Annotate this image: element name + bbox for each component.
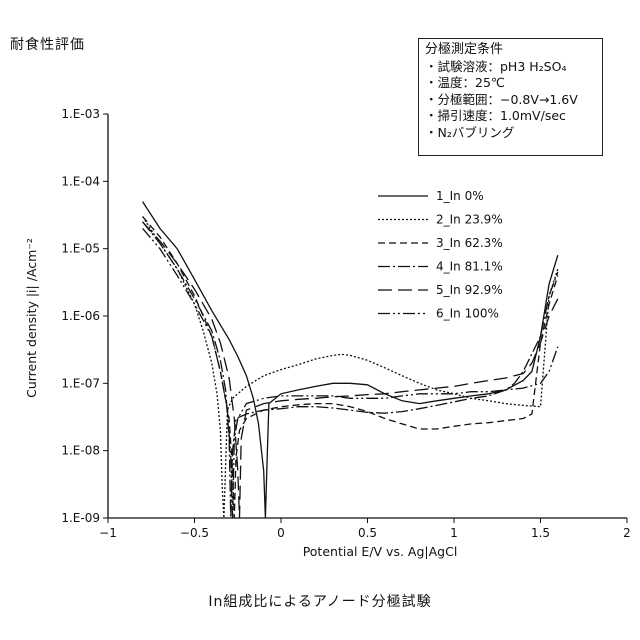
- x-axis-label: Potential E/V vs. Ag|AgCl: [303, 544, 458, 559]
- y-tick-label: 1.E-07: [61, 376, 100, 390]
- x-tick-label: −1: [99, 526, 117, 540]
- x-tick-label: 0: [277, 526, 285, 540]
- y-tick-label: 1.E-08: [61, 444, 100, 458]
- x-tick-label: 2: [623, 526, 631, 540]
- legend-label-1: 1_In 0%: [436, 189, 484, 203]
- y-tick-label: 1.E-04: [61, 174, 100, 188]
- legend-label-6: 6_In 100%: [436, 307, 499, 321]
- x-tick-label: 1: [450, 526, 458, 540]
- legend-label-5: 5_In 92.9%: [436, 283, 503, 297]
- legend-label-3: 3_In 62.3%: [436, 236, 503, 250]
- figure-caption: In組成比によるアノード分極試験: [0, 591, 640, 611]
- y-tick-label: 1.E-05: [61, 242, 100, 256]
- legend-label-4: 4_In 81.1%: [436, 260, 503, 274]
- x-tick-label: −0.5: [180, 526, 209, 540]
- y-tick-label: 1.E-06: [61, 309, 100, 323]
- x-tick-label: 0.5: [358, 526, 377, 540]
- polarization-chart: −1 −0.5 0 0.5 1 1.5 2 1.E-03 1.E-04 1.E-05 1.E-06 1…: [0, 0, 640, 640]
- legend-label-2: 2_In 23.9%: [436, 213, 503, 227]
- y-tick-label: 1.E-03: [61, 107, 100, 121]
- x-tick-label: 1.5: [531, 526, 550, 540]
- y-tick-label: 1.E-09: [61, 511, 100, 525]
- y-axis-label: Current density |i| /Acm⁻²: [24, 238, 39, 398]
